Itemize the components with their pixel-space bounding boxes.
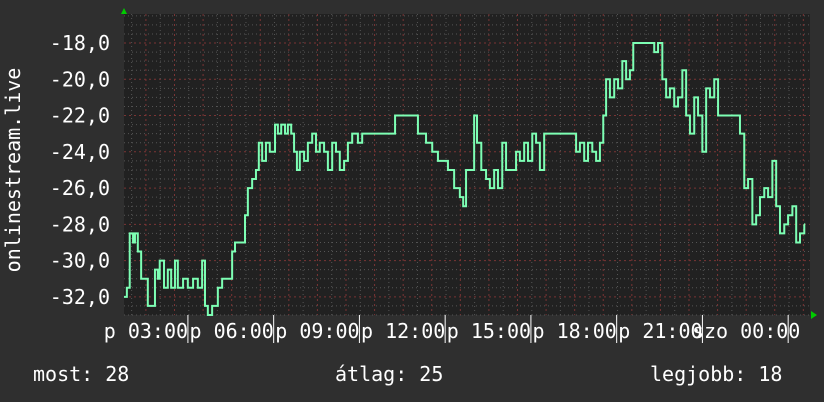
y-tick-label: -20,0	[50, 67, 110, 91]
y-tick-label: -24,0	[50, 140, 110, 164]
y-tick-label: -28,0	[50, 212, 110, 236]
plot-area	[124, 14, 810, 315]
y-axis: -18,0 -20,0 -22,0 -24,0 -26,0 -28,0 -30,0 -32,0	[50, 31, 110, 309]
y-tick-label: -30,0	[50, 249, 110, 273]
series-line	[124, 42, 806, 316]
x-tick-label: p 15:00	[447, 319, 531, 343]
x-tick-label: szo 00:00	[692, 319, 800, 343]
y-tick-label: -18,0	[50, 31, 110, 55]
y-tick-label: -22,0	[50, 104, 110, 128]
y-tick-label: -32,0	[50, 285, 110, 309]
x-tick-label: p 03:00	[104, 319, 188, 343]
y-axis-arrow-icon	[121, 8, 127, 14]
x-tick-label: p 21:00	[618, 319, 702, 343]
x-tick-label: p 06:00	[190, 319, 274, 343]
grid	[124, 14, 810, 316]
x-tick-label: p 09:00	[275, 319, 359, 343]
x-tick-label: p 12:00	[361, 319, 445, 343]
y-axis-label: onlinestream.live	[1, 68, 25, 273]
x-axis: p 03:00 p 06:00 p 09:00 p 12:00 p 15:00 p 18:…	[104, 315, 800, 343]
y-tick-label: -26,0	[50, 176, 110, 200]
legend-current: most: 28	[33, 362, 130, 386]
legend-average: átlag: 25	[335, 362, 444, 386]
x-axis-arrow-icon	[811, 311, 817, 319]
legend-max: legjobb: 18	[650, 362, 783, 386]
x-tick-label: p 18:00	[533, 319, 617, 343]
